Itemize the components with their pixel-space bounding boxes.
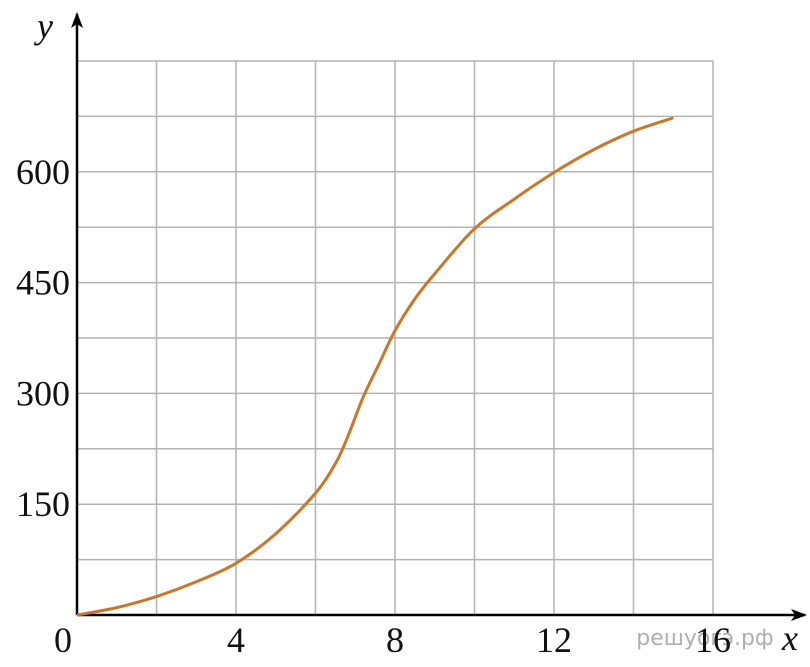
y-tick-label: 450: [16, 263, 70, 303]
x-tick-label: 4: [227, 620, 245, 660]
y-tick-label: 300: [16, 373, 70, 413]
x-axis-label: x: [781, 618, 798, 658]
y-axis-label: y: [34, 6, 53, 46]
y-tick-label: 600: [16, 152, 70, 192]
x-tick-label: 0: [54, 620, 72, 660]
x-tick-label: 16: [695, 620, 731, 660]
grid: [77, 60, 714, 615]
x-tick-label: 12: [536, 620, 572, 660]
y-tick-label: 150: [16, 484, 70, 524]
x-tick-label: 8: [386, 620, 404, 660]
curve: [76, 116, 674, 617]
watermark: решуогэ.рф: [636, 626, 774, 651]
